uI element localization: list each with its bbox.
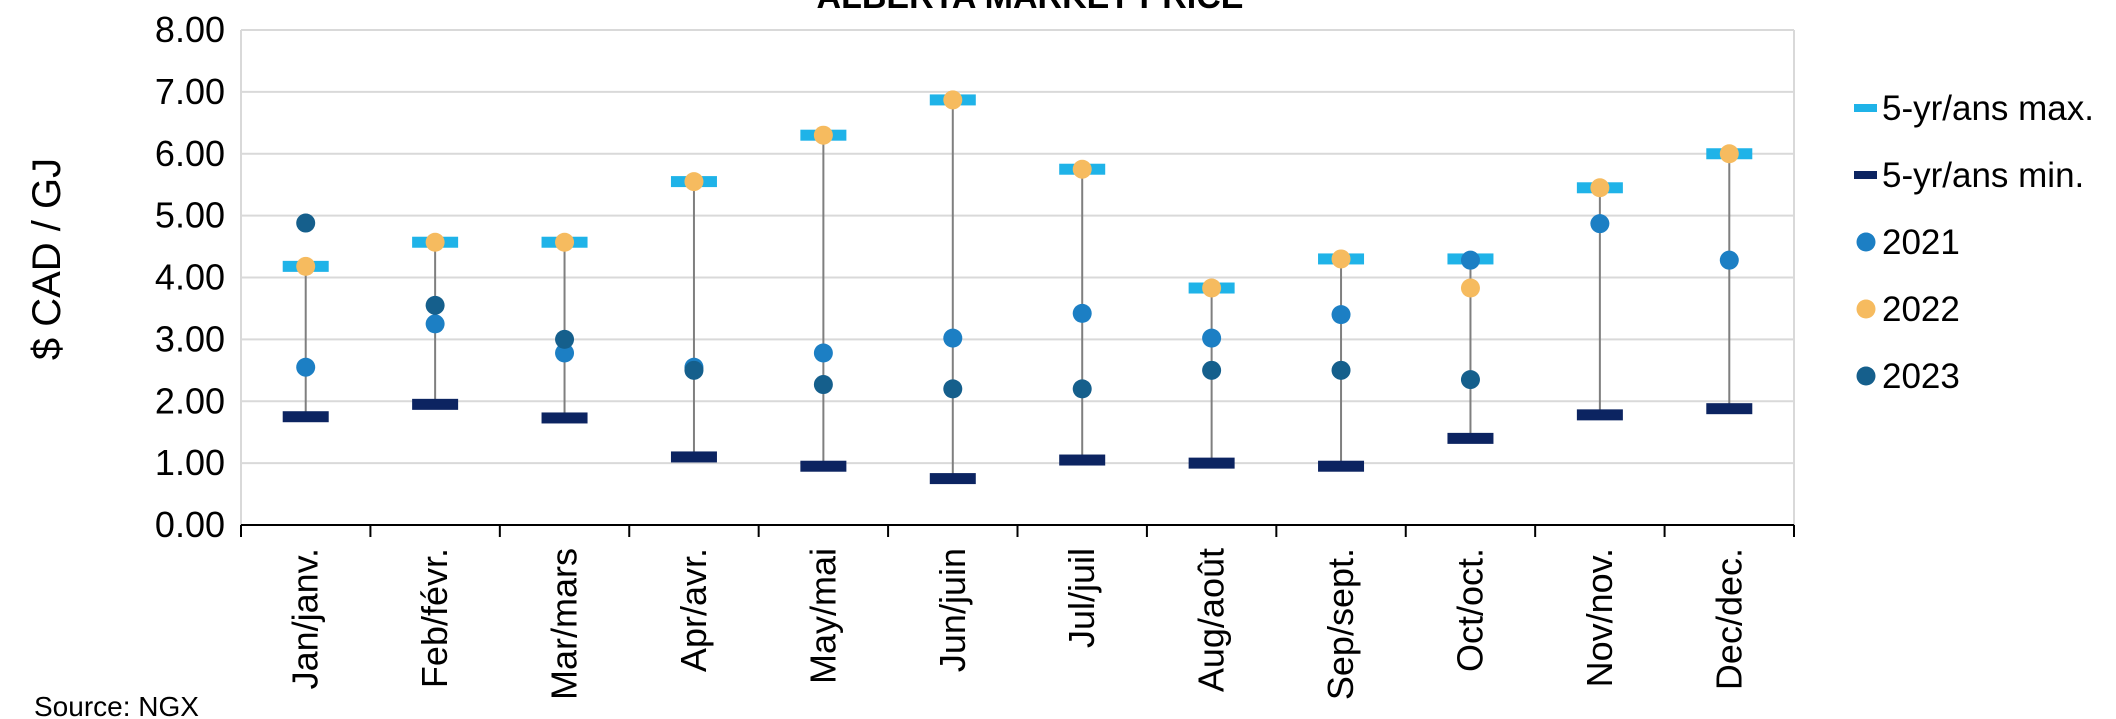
point-marker bbox=[1331, 360, 1351, 380]
legend-swatch bbox=[1854, 171, 1877, 179]
point-marker bbox=[1590, 214, 1610, 234]
dash-marker bbox=[282, 411, 329, 423]
point-marker bbox=[1331, 249, 1351, 269]
x-tick-label: Sep/sept. bbox=[1320, 548, 1361, 700]
point-marker bbox=[1202, 278, 1222, 298]
point-marker bbox=[684, 360, 704, 380]
x-tick-label: Jan/janv. bbox=[285, 548, 326, 689]
legend-label: 2021 bbox=[1882, 223, 1960, 262]
dash-marker bbox=[670, 451, 717, 463]
x-tick-label: Mar/mars bbox=[544, 548, 585, 700]
point-marker bbox=[555, 232, 575, 252]
point-marker bbox=[296, 256, 316, 276]
x-tick-label: Nov/nov. bbox=[1579, 548, 1620, 687]
point-marker bbox=[1590, 178, 1610, 198]
x-tick-label: Dec/dec. bbox=[1708, 548, 1749, 690]
point-marker bbox=[943, 379, 963, 399]
dash-marker bbox=[1188, 457, 1235, 469]
x-tick-label: Apr/avr. bbox=[673, 548, 714, 672]
y-tick-label: 6.00 bbox=[155, 133, 225, 174]
point-marker bbox=[425, 295, 445, 315]
x-tick-label: Aug/août bbox=[1191, 548, 1232, 692]
point-marker bbox=[1072, 379, 1092, 399]
point-marker bbox=[296, 357, 316, 377]
legend-swatch bbox=[1856, 366, 1876, 386]
y-tick-label: 3.00 bbox=[155, 318, 225, 359]
y-tick-label: 4.00 bbox=[155, 257, 225, 298]
legend-label: 2023 bbox=[1882, 357, 1960, 396]
y-tick-label: 8.00 bbox=[155, 9, 225, 50]
point-marker bbox=[1202, 360, 1222, 380]
dash-marker bbox=[800, 460, 847, 472]
source-note: Source: NGX bbox=[34, 691, 199, 719]
y-axis-title: $ CAD / GJ bbox=[25, 158, 69, 360]
x-tick-label: May/mai bbox=[802, 548, 843, 684]
legend-label: 5-yr/ans max. bbox=[1882, 89, 2094, 128]
y-tick-label: 0.00 bbox=[155, 504, 225, 545]
legend: 5-yr/ans max. 5-yr/ans min. 2021 2022 2023 bbox=[1854, 89, 2094, 396]
dash-marker bbox=[1059, 454, 1106, 466]
dash-marker bbox=[1318, 460, 1365, 472]
point-marker bbox=[1072, 159, 1092, 179]
legend-swatch bbox=[1854, 104, 1877, 112]
legend-swatch bbox=[1856, 232, 1876, 252]
x-tick-label: Jul/juil bbox=[1061, 548, 1102, 648]
x-tick-label: Feb/févr. bbox=[414, 548, 455, 688]
dash-marker bbox=[1576, 409, 1623, 421]
legend-swatch bbox=[1856, 299, 1876, 319]
point-marker bbox=[425, 232, 445, 252]
dash-marker bbox=[412, 398, 459, 410]
point-marker bbox=[1202, 328, 1222, 348]
point-marker bbox=[684, 172, 704, 192]
point-marker bbox=[943, 90, 963, 110]
point-marker bbox=[425, 314, 445, 334]
point-marker bbox=[813, 125, 833, 145]
plot-area: 0.00 1.00 2.00 3.00 4.00 5.00 6.00 7.00 8.00 Jan/… bbox=[155, 9, 1795, 700]
point-marker bbox=[1072, 303, 1092, 323]
point-marker bbox=[1460, 250, 1480, 270]
y-tick-label: 7.00 bbox=[155, 71, 225, 112]
point-marker bbox=[555, 329, 575, 349]
point-marker bbox=[1460, 278, 1480, 298]
y-tick-label: 2.00 bbox=[155, 380, 225, 421]
legend-label: 5-yr/ans min. bbox=[1882, 156, 2084, 195]
y-tick-label: 5.00 bbox=[155, 195, 225, 236]
point-marker bbox=[813, 343, 833, 363]
point-marker bbox=[813, 375, 833, 395]
chart-title: ALBERTA MARKET PRICE bbox=[817, 0, 1244, 16]
point-marker bbox=[1719, 144, 1739, 164]
point-marker bbox=[296, 213, 316, 233]
point-marker bbox=[1460, 370, 1480, 390]
legend-label: 2022 bbox=[1882, 290, 1960, 329]
x-tick-label: Oct/oct. bbox=[1449, 548, 1490, 672]
point-marker bbox=[943, 328, 963, 348]
dash-marker bbox=[1706, 403, 1753, 415]
point-marker bbox=[1331, 305, 1351, 325]
x-tick-label: Jun/juin bbox=[932, 548, 973, 672]
point-marker bbox=[555, 343, 575, 363]
dash-marker bbox=[541, 412, 588, 424]
y-tick-label: 1.00 bbox=[155, 442, 225, 483]
dash-marker bbox=[929, 473, 976, 485]
point-marker bbox=[1719, 250, 1739, 270]
dash-marker bbox=[1447, 432, 1494, 444]
